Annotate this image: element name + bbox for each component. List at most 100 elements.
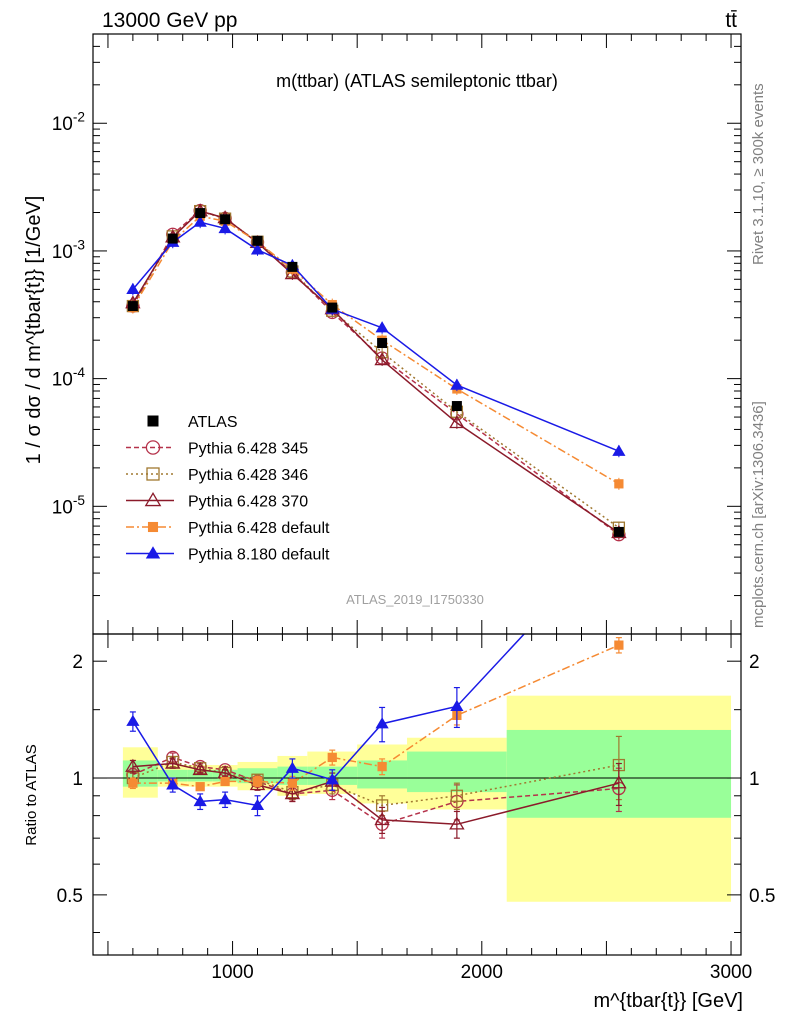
- series-point: [612, 444, 626, 456]
- ratio-bands: [93, 695, 741, 902]
- ratio-point: [218, 792, 232, 805]
- ratio-frame: [92, 633, 742, 956]
- ratio-point: [450, 789, 464, 802]
- data-point: [451, 401, 462, 412]
- ratio-tick-label: 0.5: [57, 886, 83, 907]
- legend-marker: [146, 467, 160, 481]
- ratio-point: [377, 762, 387, 772]
- main-y-axis: 10-5 10-4 10-3 10-2: [52, 33, 741, 635]
- legend-marker: [145, 440, 161, 455]
- data-point: [287, 261, 298, 272]
- energy-label: 13000 GeV pp: [102, 9, 237, 32]
- ratio-marks: [125, 634, 627, 839]
- ratio-point: [327, 752, 337, 763]
- series-point: [193, 215, 207, 227]
- ratio-point: [375, 717, 389, 729]
- chart-title: m(ttbar) (ATLAS semileptonic ttbar): [276, 71, 558, 91]
- x-axis: 1000 2000 3000: [107, 34, 752, 983]
- legend-marker: [147, 415, 159, 427]
- ratio-point: [614, 640, 624, 650]
- ratio-point: [128, 778, 138, 788]
- ratio-panel: 0.5 0.5 1 1 2 2 1000 2000 3000 Ratio to ATLAS m…: [23, 34, 775, 1012]
- x-axis-label: m^{tbar{t}} [GeV]: [594, 990, 743, 1012]
- ratio-y-axis-label: Ratio to ATLAS: [23, 744, 40, 845]
- legend-label: Pythia 8.180 default: [188, 547, 330, 564]
- analysis-id: ATLAS_2019_I1750330: [346, 592, 484, 607]
- series-point: [250, 243, 265, 255]
- y-tick-label: 10-2: [52, 110, 85, 136]
- ratio-point: [285, 761, 299, 773]
- data-point: [127, 301, 138, 312]
- data-point: [220, 214, 231, 225]
- ratio-line: [132, 634, 526, 807]
- legend-marker: [144, 492, 162, 507]
- series-line: [132, 221, 620, 452]
- rivet-label: Rivet 3.1.10, ≥ 300k events: [750, 83, 767, 265]
- ratio-line: [132, 762, 620, 826]
- ratio-tick-label: 0.5: [749, 886, 775, 907]
- series-point: [375, 321, 389, 333]
- main-panel: 10-5 10-4 10-3 10-2 m(ttbar) (ATLAS semilep…: [23, 33, 742, 635]
- ratio-point: [284, 786, 301, 800]
- series-point: [374, 352, 390, 366]
- y-tick-label: 10-5: [52, 493, 86, 519]
- legend-label: ATLAS: [188, 414, 238, 431]
- process-label: tt̄: [725, 9, 737, 32]
- ratio-point: [450, 699, 464, 711]
- mcplots-label: mcplots.cern.ch [arXiv:1306.3436]: [750, 401, 767, 628]
- x-tick-label: 2000: [461, 962, 503, 983]
- ratio-point: [126, 714, 140, 726]
- series-line: [132, 209, 620, 536]
- x-tick-label: 1000: [211, 962, 253, 983]
- legend: ATLAS Pythia 6.428 345 Pythia 6.428 346 Pyt…: [126, 414, 330, 564]
- ratio-point: [252, 776, 263, 787]
- ratio-point: [325, 773, 339, 785]
- ratio-point: [125, 758, 141, 772]
- ratio-point: [220, 776, 230, 787]
- ratio-tick-label: 2: [72, 652, 83, 673]
- uncertainty-band-inner: [187, 769, 213, 782]
- uncertainty-band-inner: [157, 769, 188, 782]
- main-marks: [125, 203, 627, 542]
- ratio-point: [192, 761, 208, 776]
- series-point: [449, 415, 465, 429]
- data-point: [195, 208, 206, 219]
- ratio-point: [166, 778, 180, 790]
- series-line: [132, 210, 620, 534]
- main-frame: [92, 33, 742, 635]
- series-point: [126, 282, 140, 294]
- legend-marker: [145, 546, 161, 559]
- data-point: [377, 338, 388, 349]
- ratio-line: [132, 644, 620, 788]
- ratio-point: [165, 755, 181, 769]
- data-point: [252, 235, 263, 246]
- legend-label: Pythia 6.428 370: [188, 494, 308, 511]
- ratio-point: [250, 798, 265, 811]
- series-point: [450, 378, 464, 390]
- legend-marker: [147, 521, 159, 533]
- series-line: [132, 210, 620, 529]
- ratio-point: [374, 812, 390, 826]
- ratio-point: [449, 816, 465, 830]
- series-point: [218, 221, 232, 234]
- ratio-tick-label: 1: [72, 769, 83, 790]
- data-point: [167, 233, 178, 244]
- y-axis-label: 1 / σ dσ / d m^{tbar{t}} [1/GeV]: [23, 196, 45, 465]
- ratio-y-axis: 0.5 0.5 1 1 2 2: [57, 652, 775, 933]
- ratio-point: [193, 794, 207, 807]
- y-tick-label: 10-3: [52, 237, 85, 263]
- legend-label: Pythia 6.428 default: [188, 520, 330, 537]
- ratio-point: [195, 782, 205, 792]
- legend-label: Pythia 6.428 346: [188, 467, 308, 484]
- x-tick-label: 3000: [710, 962, 752, 983]
- ratio-line: [132, 756, 619, 826]
- data-point: [613, 526, 624, 537]
- series-point: [614, 479, 624, 489]
- ratio-point: [287, 778, 298, 788]
- ratio-tick-label: 2: [749, 652, 760, 673]
- data-point: [327, 302, 338, 313]
- y-tick-label: 10-4: [52, 365, 86, 391]
- ratio-tick-label: 1: [749, 769, 760, 790]
- legend-label: Pythia 6.428 345: [188, 441, 308, 458]
